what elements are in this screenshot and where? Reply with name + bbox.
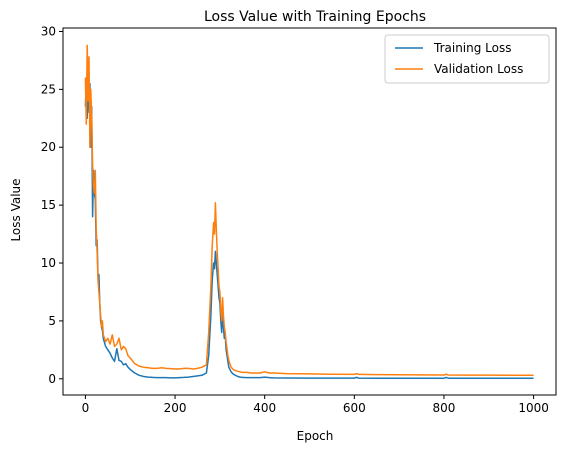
- legend-box: [384, 34, 550, 84]
- y-tick-label: 10: [41, 256, 56, 270]
- series-line-1: [84, 71, 534, 379]
- x-tick-label: 600: [343, 401, 366, 415]
- x-tick-label: 0: [82, 401, 90, 415]
- y-tick-label: 30: [41, 24, 56, 38]
- x-tick-label: 800: [433, 401, 456, 415]
- chart-title: Loss Value with Training Epochs: [204, 9, 426, 25]
- x-axis-label: Epoch: [297, 429, 334, 443]
- y-tick-label: 25: [41, 82, 56, 96]
- series-line-2: [84, 44, 534, 377]
- x-tick-label: 400: [253, 401, 276, 415]
- y-axis: 0 5 10 15 20 25 30: [41, 24, 63, 386]
- x-axis: 0 200 400 600 800 1000: [82, 395, 549, 415]
- y-axis-label: Loss Value: [9, 178, 23, 241]
- series-layer: [84, 44, 534, 379]
- y-tick-label: 5: [48, 314, 56, 328]
- y-tick-label: 15: [41, 198, 56, 212]
- plot-frame: [62, 27, 557, 396]
- y-tick-label: 0: [48, 372, 56, 386]
- x-tick-label: 1000: [518, 401, 549, 415]
- legend-label-1: Training Loss: [433, 41, 511, 55]
- legend: Training Loss Validation Loss: [384, 34, 550, 84]
- x-tick-label: 200: [164, 401, 187, 415]
- y-tick-label: 20: [41, 140, 56, 154]
- legend-label-2: Validation Loss: [434, 62, 523, 76]
